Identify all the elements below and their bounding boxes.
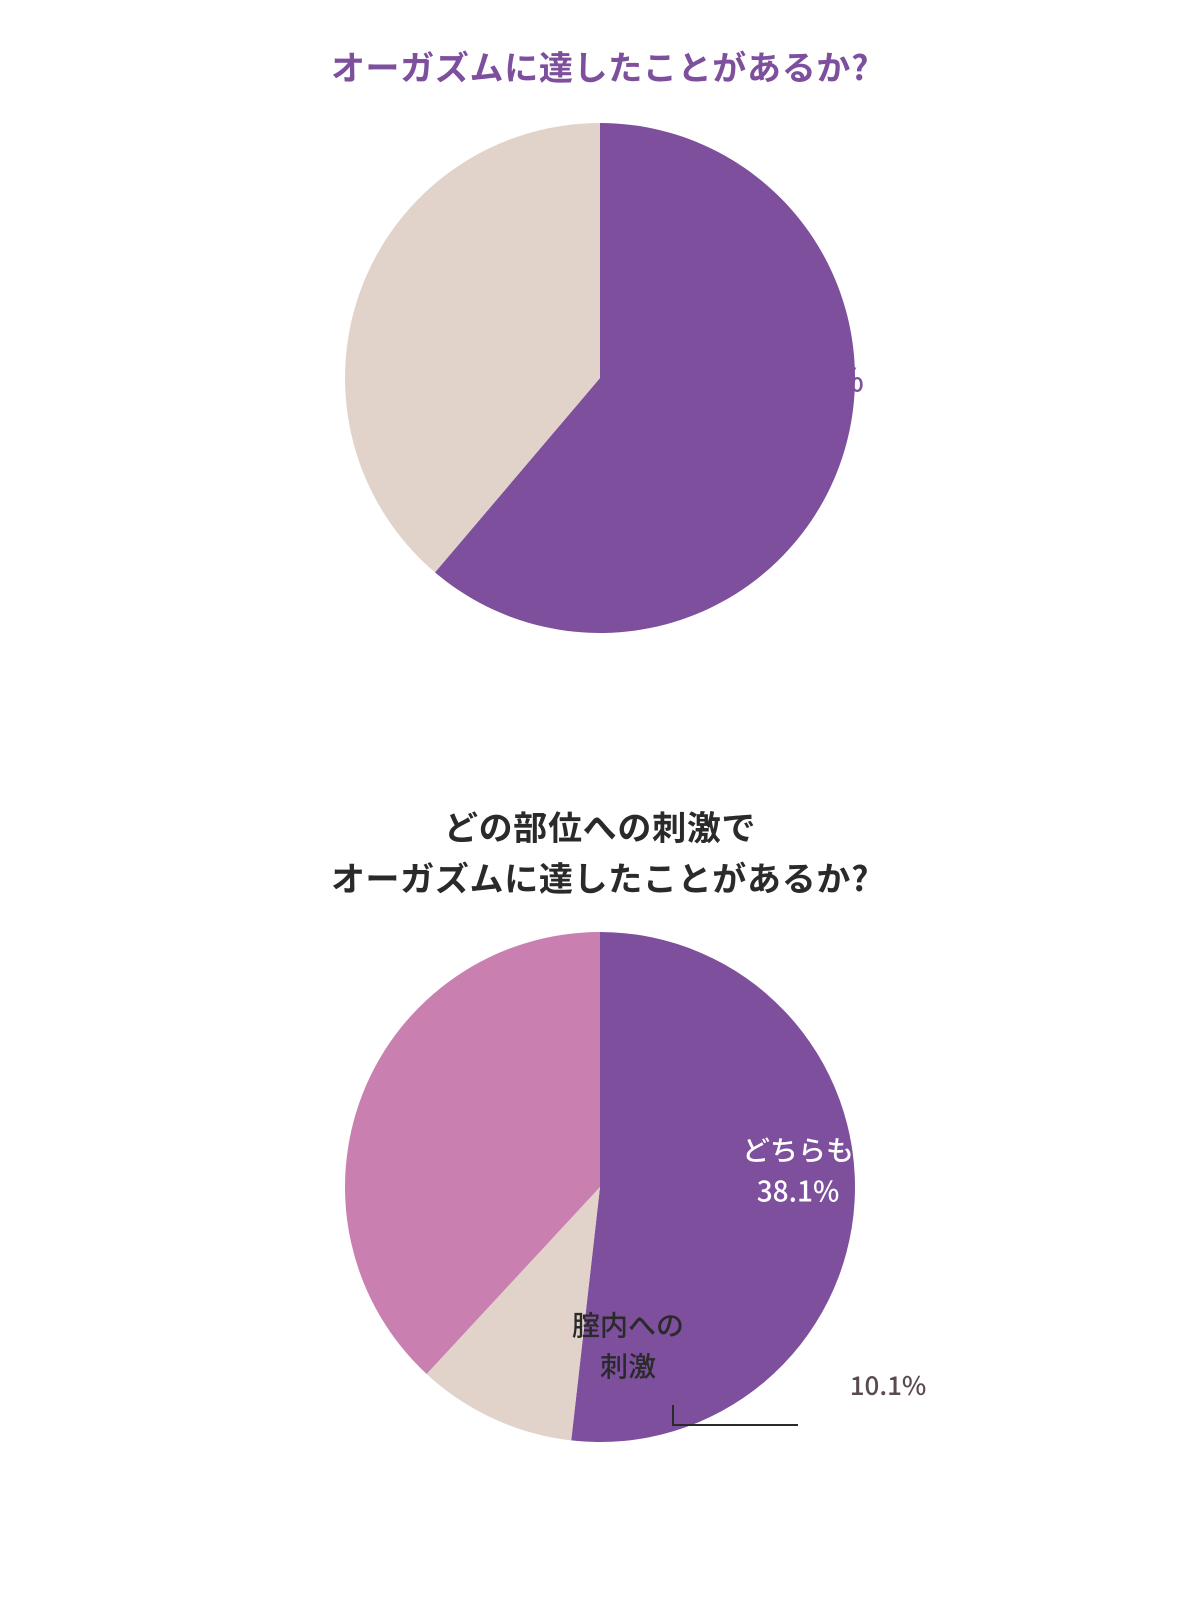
pie-slice-label: 10.1%: [850, 1366, 927, 1404]
chart1-pie-wrap: YES 61.2 %NO 38.8 %: [343, 121, 857, 635]
chart1-title: オーガズムに達したことがあるか?: [0, 40, 1200, 91]
chart2-block: どの部位への刺激で オーガズムに達したことがあるか? クリトリス などの 女性器…: [0, 800, 1200, 1444]
pie-slice-label: YES 61.2 %: [972, 425, 1074, 518]
page: オーガズムに達したことがあるか? YES 61.2 %NO 38.8 % どの部…: [0, 0, 1200, 1600]
pie-slice-label: NO 38.8 %: [762, 310, 864, 403]
pie-slice-label: クリトリス などの 女性器の 外側 51.8 %: [983, 1089, 1123, 1292]
chart1-block: オーガズムに達したことがあるか? YES 61.2 %NO 38.8 %: [0, 40, 1200, 635]
chart2-pie-wrap: クリトリス などの 女性器の 外側 51.8 %10.1%腟内への 刺激どちらも…: [343, 930, 857, 1444]
pie-slice-label: どちらも 38.1%: [742, 1129, 854, 1210]
chart2-title: どの部位への刺激で オーガズムに達したことがあるか?: [0, 800, 1200, 902]
